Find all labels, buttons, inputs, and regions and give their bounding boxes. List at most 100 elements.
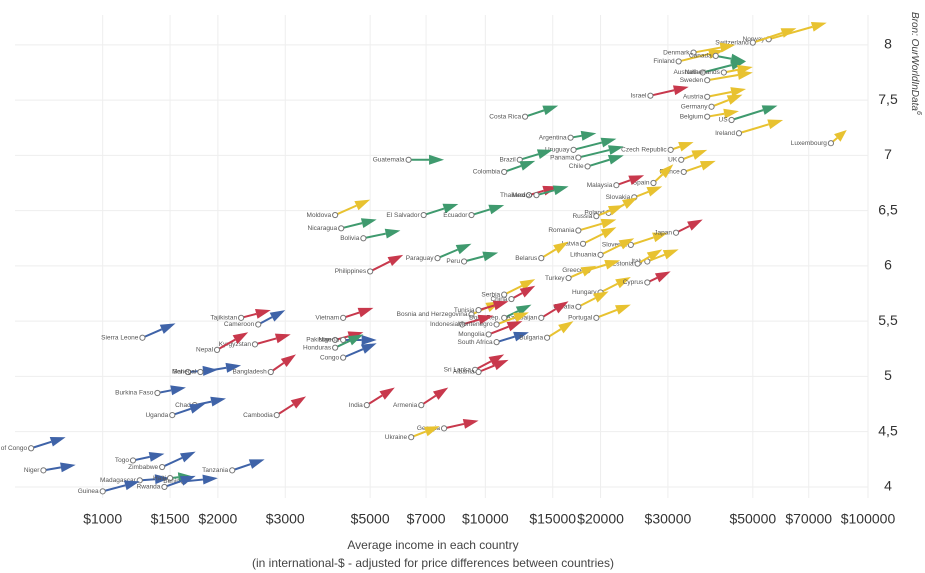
arrow-head	[225, 362, 242, 373]
arrow-shaft	[600, 282, 618, 294]
arrow-shaft	[443, 422, 465, 430]
arrow-head	[618, 238, 635, 250]
start-point	[570, 146, 577, 153]
start-point	[575, 303, 582, 310]
arrow-shaft	[496, 335, 515, 344]
arrow-shaft	[524, 109, 545, 118]
country-label: Uruguay	[545, 147, 570, 154]
arrow-head	[210, 396, 226, 407]
start-point	[749, 39, 756, 46]
arrow-head	[189, 404, 205, 414]
arrow-head	[423, 426, 440, 437]
country-label: Mongolia	[458, 331, 485, 338]
country-label: Poland	[584, 210, 605, 217]
country-label: US	[719, 117, 729, 124]
start-point	[521, 113, 529, 120]
arrow-shaft	[171, 407, 192, 417]
country-label: Romania	[548, 227, 574, 234]
arrow-head	[60, 462, 76, 473]
arrow-head	[513, 331, 529, 342]
arrow-head	[202, 474, 218, 485]
arrow-shaft	[595, 309, 618, 319]
arrow-head	[361, 334, 377, 345]
country-label: Portugal	[568, 315, 593, 322]
y-tick-label: 6	[884, 257, 892, 273]
arrow-head	[274, 333, 291, 344]
arrow-head	[290, 396, 307, 409]
arrow-head	[488, 354, 505, 366]
x-axis-subtitle: (in international-$ - adjusted for price…	[252, 556, 614, 570]
arrow-head	[432, 387, 449, 400]
start-point	[475, 368, 482, 376]
y-tick-label: 5,5	[878, 312, 898, 328]
start-point	[405, 156, 412, 163]
start-point	[332, 344, 339, 351]
country-label: Indonesia	[430, 321, 459, 328]
start-point	[485, 331, 492, 338]
arrow-head	[455, 243, 472, 255]
arrow-head	[580, 130, 597, 141]
arrow-shaft	[496, 316, 516, 326]
country-label: Haiti	[153, 475, 166, 482]
country-label: Togo	[115, 457, 129, 464]
country-label: Congo	[320, 354, 340, 361]
country-label: Hungary	[572, 289, 597, 296]
start-point	[690, 49, 697, 56]
arrow-head	[672, 85, 689, 96]
arrow-head	[593, 291, 609, 303]
arrow-head	[834, 129, 847, 142]
arrow-shaft	[363, 232, 386, 240]
start-point	[238, 314, 245, 321]
country-label: Finland	[653, 58, 675, 65]
start-point	[332, 211, 339, 219]
country-label: Netherlands	[685, 69, 721, 76]
country-label: Mexico	[512, 192, 533, 199]
country-label: Philippines	[335, 268, 367, 275]
y-tick-label: 4	[884, 478, 892, 494]
arrow-head	[600, 227, 617, 239]
start-point	[139, 334, 146, 341]
x-tick-label: $1500	[151, 511, 190, 527]
arrow-head	[360, 218, 377, 228]
x-tick-label: $2000	[198, 511, 237, 527]
start-point	[575, 227, 582, 234]
y-tick-label: 8	[884, 36, 892, 52]
start-point	[667, 146, 674, 153]
country-label: Mali	[172, 369, 184, 376]
arrow-head	[384, 228, 401, 239]
country-label: Cameroon	[224, 321, 255, 328]
arrow-head	[600, 218, 617, 229]
arrow-shaft	[646, 253, 666, 263]
country-label: Sweden	[680, 77, 704, 84]
start-point	[538, 314, 545, 321]
start-point	[418, 402, 425, 409]
start-point	[597, 251, 604, 258]
country-label: Bulgaria	[519, 334, 543, 341]
country-label: Austria	[683, 94, 704, 101]
arrow-head	[730, 87, 747, 97]
start-point	[708, 103, 715, 110]
arrow-shaft	[578, 222, 603, 232]
start-point	[672, 229, 680, 236]
source: Bron: OurWorldInData6	[909, 12, 922, 115]
country-label: Argentina	[539, 134, 567, 141]
arrow-head	[179, 451, 196, 463]
start-point	[680, 168, 687, 176]
country-label: Moldova	[307, 212, 332, 219]
start-point	[338, 225, 345, 232]
start-point	[627, 241, 634, 248]
arrow-head	[615, 276, 631, 289]
arrow-shaft	[519, 153, 539, 161]
x-tick-label: $5000	[351, 511, 390, 527]
country-label: Honduras	[303, 344, 332, 351]
country-label: Armenia	[393, 402, 418, 409]
x-tick-label: $15000	[529, 511, 576, 527]
x-tick-label: $7000	[407, 511, 446, 527]
arrow-shaft	[731, 109, 764, 121]
arrow-head	[552, 185, 569, 196]
arrow-shaft	[161, 456, 183, 468]
start-point	[712, 52, 719, 59]
arrow-shaft	[702, 64, 732, 74]
start-point	[440, 425, 448, 432]
